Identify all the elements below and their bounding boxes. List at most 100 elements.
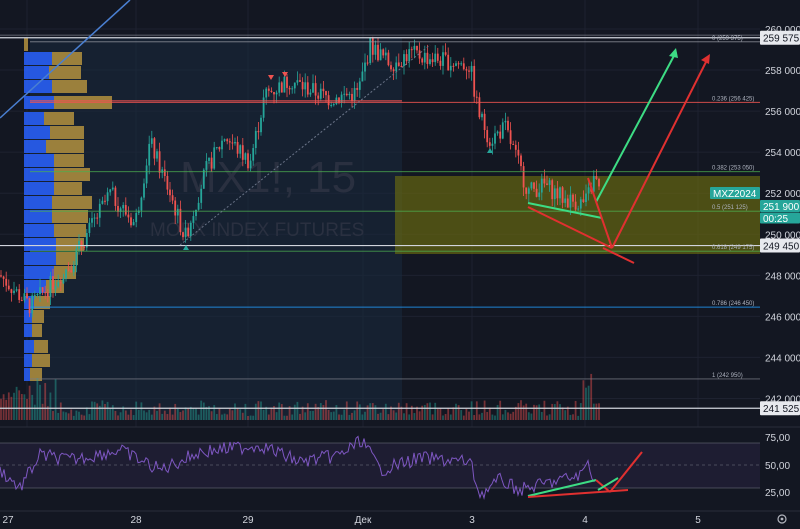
volume-bar [262,409,265,420]
volume-bar [421,405,424,420]
horizontal-levels[interactable] [0,34,760,409]
time-axis[interactable]: 27 28 29 Дек 3 4 5 [2,515,701,526]
volume-bar [592,403,595,420]
volume-bar [161,413,164,420]
candle-body [111,187,114,190]
candle-body [416,45,418,51]
candle-body [585,193,587,203]
volume-bar [330,412,333,420]
volume-bar [314,403,317,420]
volume-bar [195,408,197,420]
rsi-annotations[interactable] [527,451,643,498]
volume-bar [44,383,47,420]
candle-body [293,82,296,89]
candle-body [106,192,109,202]
volume-bar [137,409,140,420]
annotation-lines[interactable] [527,48,710,264]
fib-label: 0 (259 375) [712,36,743,42]
candle-body [340,94,343,103]
price-badge-text: 00:25 [763,214,788,225]
price-axis[interactable]: 260 000 258 000 256 000 254 000 252 000 250 0… [765,25,800,405]
candle-body [304,82,307,90]
volume-bar [460,410,463,420]
volume-bar [7,392,10,420]
candle-body [382,49,385,56]
volume-bar [93,401,96,420]
profile-bar [34,296,50,309]
candle-body [163,169,166,177]
volume-bar [553,404,556,420]
trend-line-blue[interactable] [0,0,131,119]
candle-body [127,214,130,218]
volume-bar [299,413,301,420]
candle-body [507,120,509,131]
volume-bar [301,406,304,420]
volume-bar [353,410,356,420]
price-badge [760,30,800,45]
candle-body [538,192,541,197]
candle-body [566,198,569,208]
gear-icon[interactable] [777,514,787,524]
volume-bar [72,415,75,420]
volume-bar [20,394,23,420]
time-label: 27 [2,515,14,526]
candle-body [36,294,39,296]
volume-bar [143,410,145,420]
volume-bar [561,407,564,420]
volume-bar [478,414,481,420]
volume-bar [221,414,223,420]
candle-body [358,81,361,90]
volume-bar [117,415,119,420]
candle-body [564,198,567,203]
volume-bar [85,407,88,420]
candle-body [488,142,491,146]
volume-bar [418,411,421,420]
candle-body [470,65,473,72]
profile-bar [24,126,50,139]
profile-bar [24,66,49,79]
volume-bar [33,404,36,420]
volume-bar [65,412,67,420]
candle-body [522,166,525,188]
volume-bar [512,411,515,420]
candle-body [236,141,239,154]
volume-bar [23,394,26,420]
candle-body [392,69,395,72]
volume-bar [166,414,169,420]
candle-body [262,97,265,118]
candle-body [338,97,340,103]
volume-bar [590,373,593,420]
candle-body [348,93,351,96]
candle-body [7,285,10,290]
volume-bar [494,415,496,420]
volume-bar [533,404,535,420]
profile-bar [24,354,32,367]
volume-bar [13,392,15,420]
volume-bar [325,400,327,420]
candle-body [130,217,132,226]
arrow-head-red-icon [701,54,710,64]
volume-bar [317,407,320,420]
volume-bar [39,384,41,420]
candle-body [257,130,260,133]
trend-line-dotted[interactable] [179,44,431,246]
support-zone[interactable] [395,176,760,254]
volume-bar [387,414,390,420]
time-label: 28 [130,515,142,526]
profile-bar [32,324,42,337]
volume-bar [244,403,247,420]
volume-bar [241,412,244,420]
volume-bar [273,406,275,420]
volume-bar [31,394,34,420]
volume-bar [171,414,174,420]
candle-body [161,169,164,173]
rsi-axis[interactable]: 75,00 50,00 25,00 [765,433,790,499]
volume-bar [343,409,346,420]
candle-body [23,293,26,301]
volume-bar [579,403,582,420]
volume-bar [379,412,382,420]
volume-bar [49,392,52,420]
profile-bar [24,196,52,209]
candle-body [265,88,268,98]
